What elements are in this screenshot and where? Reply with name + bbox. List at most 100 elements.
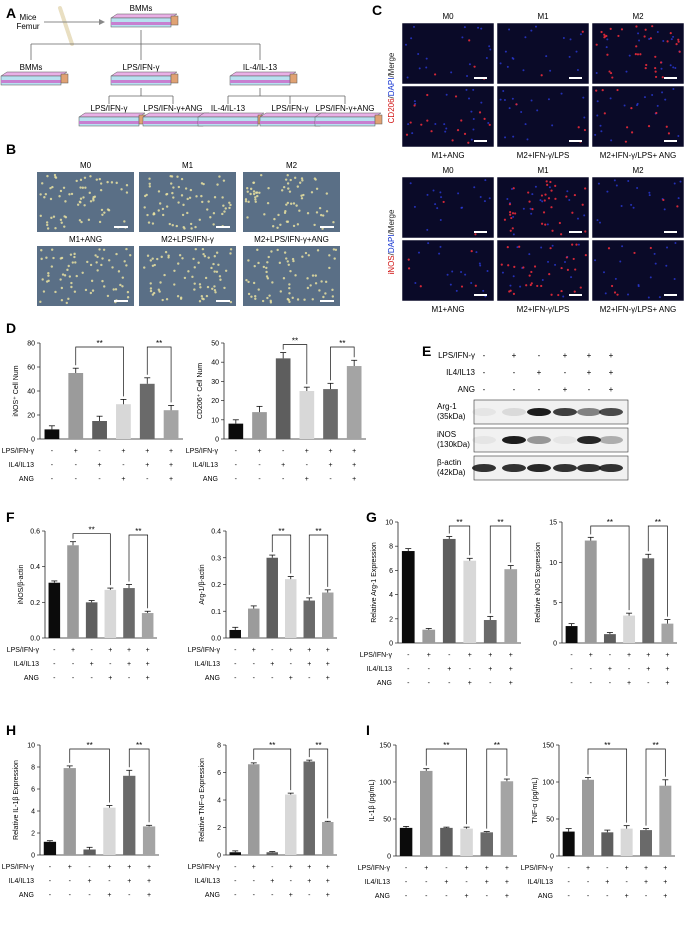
cell-dot [67,264,70,268]
y-tick-label: 20 [27,413,35,420]
dapi-dot [677,197,680,200]
marker-dot [511,227,514,230]
cell-dot [284,178,288,181]
treatment-sign: - [407,666,410,673]
marker-dot [554,197,557,200]
marker-dot [419,285,422,288]
scale-bar [569,77,582,79]
significance-bracket [69,748,110,803]
marker-dot [607,247,611,250]
treatment-sign: - [49,892,52,899]
cell-dot [100,263,103,267]
blot-sign: + [587,351,592,360]
cell-dot [68,275,72,278]
bar [303,600,315,638]
significance-bracket [128,534,149,609]
fluorescence-image [496,176,590,239]
cell-dot [206,208,209,211]
treatment-sign: + [509,666,513,673]
cell-dot [182,203,185,207]
marker-dot [595,43,598,46]
cell-dot [50,248,54,251]
cell-dot [256,194,259,198]
cell-dot [115,252,118,256]
significance-mark: ** [96,339,102,348]
y-tick-label: 2 [217,825,221,832]
cell-dot [39,193,42,196]
cell-dot [229,248,233,251]
cell-dot [95,178,98,181]
bar [68,373,84,439]
culture-dish-il4 [229,71,298,86]
cell-dot [246,190,249,193]
bar [285,794,297,855]
treatment-sign: + [352,462,356,469]
micrograph-image [243,172,340,232]
treatment-sign: - [109,661,112,668]
dapi-dot [444,130,447,133]
y-axis-label: CD206⁺ Cell Num [197,363,204,419]
cell-dot [273,217,276,221]
significance-bracket [146,346,172,403]
y-tick-label: 50 [383,817,391,824]
dapi-dot [530,29,533,32]
cell-dot [219,278,222,281]
cell-dot [246,187,249,190]
panel-label-d: D [6,320,16,336]
cell-dot [212,223,215,226]
bar [623,615,636,643]
y-tick-label: 0 [215,437,219,444]
marker-dot [550,189,553,192]
cell-dot [221,212,224,216]
marker-dot [509,213,512,216]
bar [43,841,57,855]
bar [322,592,334,638]
marker-dot [550,293,553,296]
dapi-dot [534,25,537,28]
cell-dot [193,266,196,269]
dapi-dot [560,92,563,95]
y-tick-label: 10 [385,520,393,527]
marker-dot [572,257,575,261]
cell-dot [186,197,189,201]
blot-protein-label: β-actin [437,458,461,467]
bar [92,421,107,439]
cell-dot [252,281,256,285]
dapi-dot [541,200,544,203]
dapi-dot [604,292,607,295]
dapi-dot [654,262,657,265]
fluor-top-label: M2 [632,166,644,175]
significance-mark: ** [136,741,142,750]
cell-dot [186,211,189,215]
marker-dot [530,282,533,285]
bar [346,366,362,439]
cell-dot [254,297,257,300]
y-tick-label: 5 [553,600,557,607]
dapi-dot [488,45,491,48]
dapi-dot [679,180,682,183]
cell-dot [261,299,265,303]
marker-dot [540,74,543,77]
dapi-dot [526,138,529,141]
dapi-dot [546,223,549,226]
significance-mark: ** [655,518,661,527]
marker-dot [512,292,516,296]
treatment-label: ANG [377,680,392,687]
dapi-dot [472,118,475,121]
cell-dot [328,266,331,270]
panel-label-e: E [422,343,431,359]
micrograph-label: M2 [286,161,298,170]
dapi-dot [425,66,428,69]
cell-dot [333,257,336,260]
marker-dot [645,63,648,67]
marker-dot [600,30,603,34]
blot-band [502,408,526,416]
cell-dot [200,294,204,298]
cell-dot [265,270,268,274]
bar [303,761,315,855]
marker-dot [651,25,654,28]
treatment-sign: + [107,892,111,899]
cell-dot [94,254,97,257]
cell-dot [121,276,125,279]
culture-dish-bottom [78,112,147,127]
